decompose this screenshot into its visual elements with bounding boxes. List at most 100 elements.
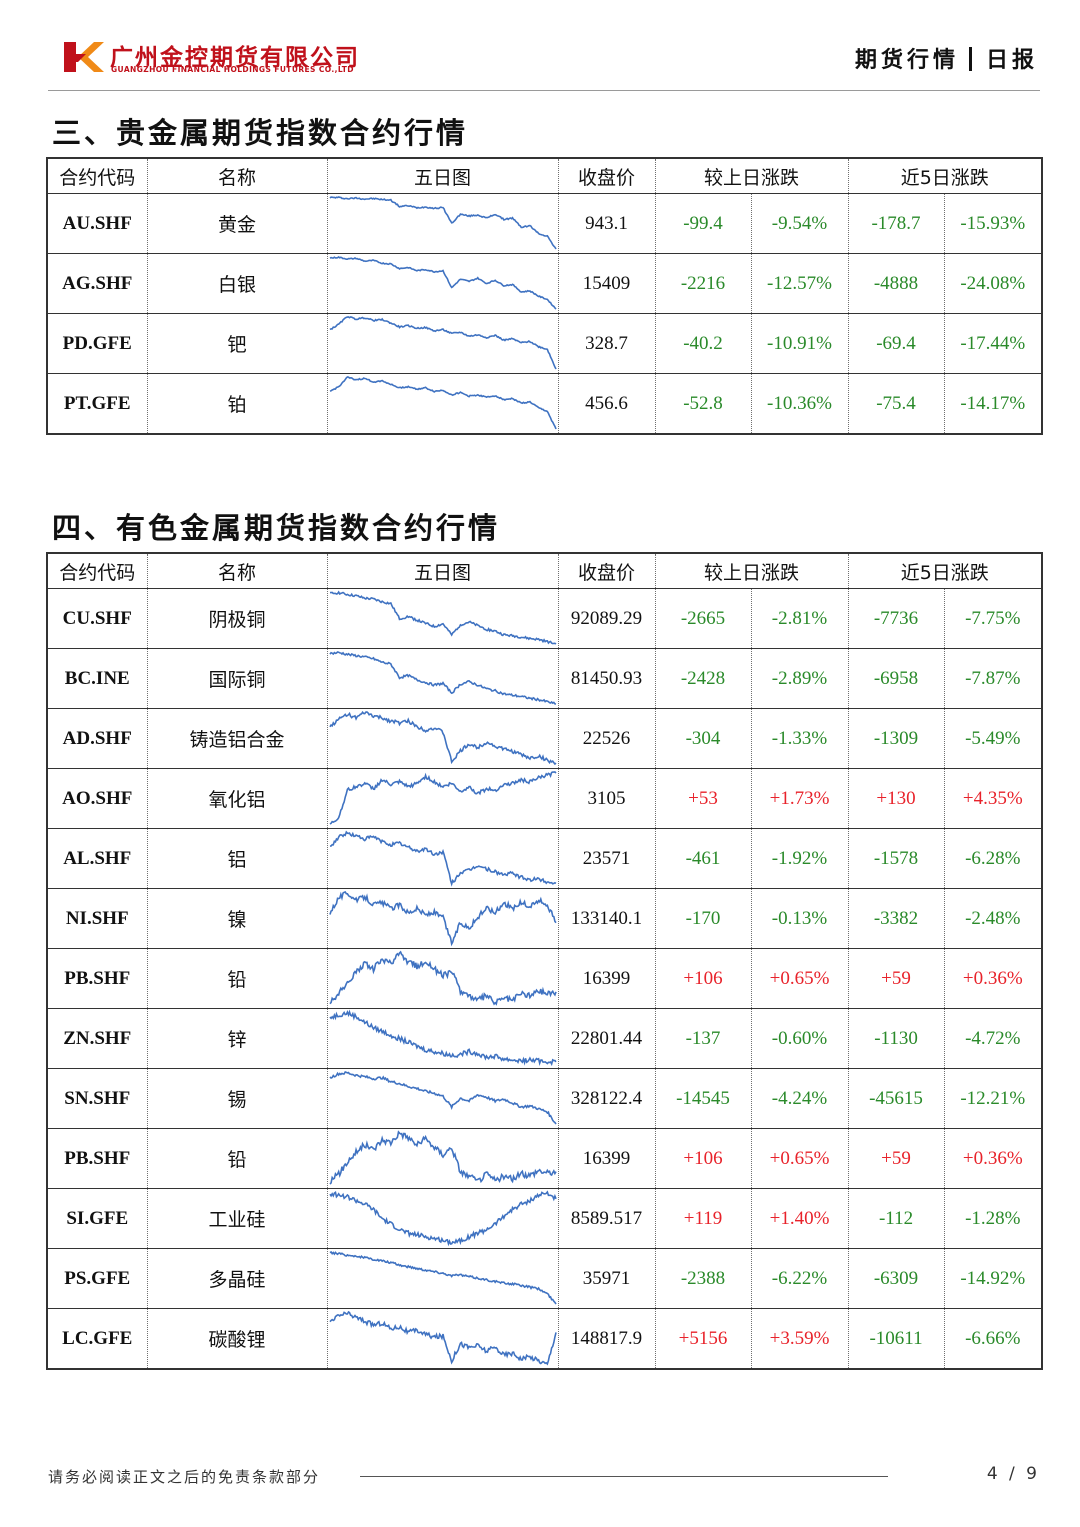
- contract-code: PB.SHF: [46, 1128, 148, 1189]
- five-day-chart: [326, 1128, 559, 1189]
- close-price: 92089.29: [557, 588, 656, 649]
- sparkline-path: [328, 1130, 557, 1185]
- daily-change-pct: -6.22%: [750, 1248, 849, 1309]
- close-price: 22526: [557, 708, 656, 769]
- five-day-chart: [326, 948, 559, 1009]
- report-type: 期货行情 日报: [855, 42, 1038, 74]
- table-row: BC.INE 国际铜 81450.93 -2428 -2.89% -6958 -7.87%: [46, 648, 1043, 709]
- sparkline-path: [329, 830, 556, 887]
- sparkline-path: [329, 256, 557, 310]
- five-day-change-pct: -2.48%: [943, 888, 1043, 949]
- daily-change-pct: -4.24%: [750, 1068, 849, 1129]
- five-day-change-pct: -24.08%: [943, 253, 1043, 314]
- daily-change-pct: -0.60%: [750, 1008, 849, 1069]
- col-header-5day-change: 近5日涨跌: [847, 552, 1043, 589]
- col-header-close: 收盘价: [557, 157, 656, 194]
- nonferrous-metals-table: 合约代码 名称 五日图 收盘价 较上日涨跌 近5日涨跌 CU.SHF 阴极铜 920…: [46, 552, 1044, 1370]
- sparkline-path: [328, 196, 557, 250]
- table-row: PD.GFE 钯 328.7 -40.2 -10.91% -69.4 -17.44%: [46, 313, 1043, 374]
- table-row: PT.GFE 铂 456.6 -52.8 -10.36% -75.4 -14.17%: [46, 373, 1043, 435]
- sparkline-path: [328, 1071, 557, 1125]
- five-day-change: -75.4: [847, 373, 945, 435]
- contract-name: 碳酸锂: [146, 1308, 328, 1370]
- five-day-change-pct: +0.36%: [943, 1128, 1043, 1189]
- five-day-change-pct: -14.92%: [943, 1248, 1043, 1309]
- table-row: PB.SHF 铅 16399 +106 +0.65% +59 +0.36%: [46, 948, 1043, 1009]
- sparkline-path: [329, 376, 557, 430]
- contract-name: 国际铜: [146, 648, 328, 709]
- close-price: 133140.1: [557, 888, 656, 949]
- daily-change: -52.8: [654, 373, 752, 435]
- section-title-precious: 三、贵金属期货指数合约行情: [52, 116, 469, 150]
- close-price: 148817.9: [557, 1308, 656, 1370]
- close-price: 328122.4: [557, 1068, 656, 1129]
- daily-change-pct: -0.13%: [750, 888, 849, 949]
- section-title-nonferrous: 四、有色金属期货指数合约行情: [52, 511, 501, 545]
- daily-change-pct: +3.59%: [750, 1308, 849, 1370]
- daily-change: +5156: [654, 1308, 752, 1370]
- table-header-row: 合约代码 名称 五日图 收盘价 较上日涨跌 近5日涨跌: [46, 552, 1043, 589]
- five-day-chart: [326, 1008, 559, 1069]
- daily-change: -304: [654, 708, 752, 769]
- table-row: PS.GFE 多晶硅 35971 -2388 -6.22% -6309 -14.92%: [46, 1248, 1043, 1309]
- daily-change-pct: +0.65%: [750, 948, 849, 1009]
- close-price: 23571: [557, 828, 656, 889]
- sparkline-path: [329, 771, 557, 825]
- daily-change: -461: [654, 828, 752, 889]
- close-price: 456.6: [557, 373, 656, 435]
- sparkline-chart: [328, 1190, 557, 1247]
- five-day-change: -3382: [847, 888, 945, 949]
- close-price: 22801.44: [557, 1008, 656, 1069]
- five-day-change: -4888: [847, 253, 945, 314]
- sparkline-chart: [329, 830, 556, 887]
- contract-name: 黄金: [146, 193, 328, 254]
- daily-change-pct: +1.73%: [750, 768, 849, 829]
- daily-change-pct: -2.89%: [750, 648, 849, 709]
- five-day-chart: [326, 373, 559, 435]
- five-day-change-pct: -17.44%: [943, 313, 1043, 374]
- contract-name: 铸造铝合金: [146, 708, 328, 769]
- table-row: AD.SHF 铸造铝合金 22526 -304 -1.33% -1309 -5.49%: [46, 708, 1043, 769]
- table-row: AG.SHF 白银 15409 -2216 -12.57% -4888 -24.08%: [46, 253, 1043, 314]
- daily-change-pct: -12.57%: [750, 253, 849, 314]
- five-day-change: -1578: [847, 828, 945, 889]
- daily-change-pct: -10.36%: [750, 373, 849, 435]
- sparkline-chart: [328, 950, 557, 1006]
- sparkline-path: [328, 950, 557, 1006]
- five-day-change-pct: -6.66%: [943, 1308, 1043, 1370]
- contract-name: 工业硅: [146, 1188, 328, 1249]
- daily-change-pct: -10.91%: [750, 313, 849, 374]
- daily-change-pct: -1.33%: [750, 708, 849, 769]
- report-frequency: 日报: [985, 48, 1038, 73]
- five-day-chart: [326, 708, 559, 769]
- sparkline-chart: [328, 651, 556, 705]
- five-day-chart: [326, 888, 559, 949]
- col-header-chart: 五日图: [326, 552, 559, 589]
- col-header-code: 合约代码: [46, 552, 148, 589]
- sparkline-path: [328, 651, 556, 705]
- company-logo-icon: [64, 42, 104, 72]
- five-day-change-pct: -14.17%: [943, 373, 1043, 435]
- daily-change-pct: -2.81%: [750, 588, 849, 649]
- sparkline-path: [328, 891, 557, 947]
- contract-name: 镍: [146, 888, 328, 949]
- daily-change: +106: [654, 1128, 752, 1189]
- header-rule: [48, 90, 1040, 91]
- table-row: PB.SHF 铅 16399 +106 +0.65% +59 +0.36%: [46, 1128, 1043, 1189]
- contract-name: 锡: [146, 1068, 328, 1129]
- contract-code: AL.SHF: [46, 828, 148, 889]
- sparkline-chart: [328, 1071, 557, 1125]
- contract-code: AO.SHF: [46, 768, 148, 829]
- close-price: 943.1: [557, 193, 656, 254]
- contract-code: CU.SHF: [46, 588, 148, 649]
- contract-code: ZN.SHF: [46, 1008, 148, 1069]
- five-day-change-pct: -6.28%: [943, 828, 1043, 889]
- contract-code: AG.SHF: [46, 253, 148, 314]
- five-day-change: +130: [847, 768, 945, 829]
- col-header-chart: 五日图: [326, 157, 559, 194]
- table-row: SI.GFE 工业硅 8589.517 +119 +1.40% -112 -1.28%: [46, 1188, 1043, 1249]
- daily-change: -2428: [654, 648, 752, 709]
- company-name-en: GUANGZHOU FINANCIAL HOLDINGS FUTURES CO.…: [111, 65, 354, 74]
- table-row: LC.GFE 碳酸锂 148817.9 +5156 +3.59% -10611 -6.66%: [46, 1308, 1043, 1370]
- close-price: 81450.93: [557, 648, 656, 709]
